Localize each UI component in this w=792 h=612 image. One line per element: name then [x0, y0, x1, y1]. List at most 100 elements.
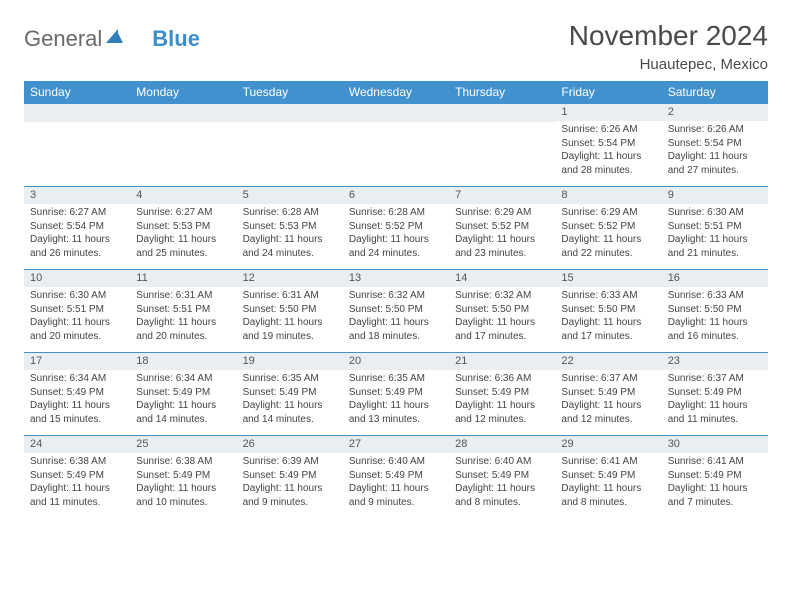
calendar-cell [343, 104, 449, 187]
calendar-cell: 29Sunrise: 6:41 AMSunset: 5:49 PMDayligh… [555, 436, 661, 519]
calendar-cell: 21Sunrise: 6:36 AMSunset: 5:49 PMDayligh… [449, 353, 555, 436]
calendar-cell: 18Sunrise: 6:34 AMSunset: 5:49 PMDayligh… [130, 353, 236, 436]
calendar-cell: 22Sunrise: 6:37 AMSunset: 5:49 PMDayligh… [555, 353, 661, 436]
day-number-empty [343, 104, 449, 122]
calendar-cell: 12Sunrise: 6:31 AMSunset: 5:50 PMDayligh… [237, 270, 343, 353]
day-details: Sunrise: 6:35 AMSunset: 5:49 PMDaylight:… [343, 370, 449, 430]
calendar-week: 3Sunrise: 6:27 AMSunset: 5:54 PMDaylight… [24, 187, 768, 270]
day-number: 21 [449, 353, 555, 370]
day-details: Sunrise: 6:32 AMSunset: 5:50 PMDaylight:… [449, 287, 555, 347]
header: General Blue November 2024 Huautepec, Me… [24, 20, 768, 73]
day-details: Sunrise: 6:33 AMSunset: 5:50 PMDaylight:… [555, 287, 661, 347]
weekday-header: Wednesday [343, 81, 449, 104]
calendar-cell: 13Sunrise: 6:32 AMSunset: 5:50 PMDayligh… [343, 270, 449, 353]
day-number: 10 [24, 270, 130, 287]
calendar-cell: 11Sunrise: 6:31 AMSunset: 5:51 PMDayligh… [130, 270, 236, 353]
day-details: Sunrise: 6:32 AMSunset: 5:50 PMDaylight:… [343, 287, 449, 347]
day-number: 3 [24, 187, 130, 204]
location: Huautepec, Mexico [569, 56, 768, 73]
brand-part2: Blue [152, 26, 200, 52]
day-details: Sunrise: 6:29 AMSunset: 5:52 PMDaylight:… [449, 204, 555, 264]
day-number: 18 [130, 353, 236, 370]
calendar-cell: 27Sunrise: 6:40 AMSunset: 5:49 PMDayligh… [343, 436, 449, 519]
day-details: Sunrise: 6:26 AMSunset: 5:54 PMDaylight:… [555, 121, 661, 181]
day-details: Sunrise: 6:40 AMSunset: 5:49 PMDaylight:… [343, 453, 449, 513]
calendar-table: SundayMondayTuesdayWednesdayThursdayFrid… [24, 81, 768, 518]
calendar-cell: 3Sunrise: 6:27 AMSunset: 5:54 PMDaylight… [24, 187, 130, 270]
day-number: 2 [662, 104, 768, 121]
calendar-cell: 2Sunrise: 6:26 AMSunset: 5:54 PMDaylight… [662, 104, 768, 187]
day-number: 26 [237, 436, 343, 453]
calendar-cell: 26Sunrise: 6:39 AMSunset: 5:49 PMDayligh… [237, 436, 343, 519]
day-details: Sunrise: 6:37 AMSunset: 5:49 PMDaylight:… [555, 370, 661, 430]
calendar-week: 17Sunrise: 6:34 AMSunset: 5:49 PMDayligh… [24, 353, 768, 436]
day-details: Sunrise: 6:31 AMSunset: 5:50 PMDaylight:… [237, 287, 343, 347]
day-number: 7 [449, 187, 555, 204]
calendar-cell: 15Sunrise: 6:33 AMSunset: 5:50 PMDayligh… [555, 270, 661, 353]
day-details: Sunrise: 6:35 AMSunset: 5:49 PMDaylight:… [237, 370, 343, 430]
day-details: Sunrise: 6:41 AMSunset: 5:49 PMDaylight:… [555, 453, 661, 513]
calendar-cell: 30Sunrise: 6:41 AMSunset: 5:49 PMDayligh… [662, 436, 768, 519]
calendar-cell: 17Sunrise: 6:34 AMSunset: 5:49 PMDayligh… [24, 353, 130, 436]
calendar-cell: 6Sunrise: 6:28 AMSunset: 5:52 PMDaylight… [343, 187, 449, 270]
day-details: Sunrise: 6:27 AMSunset: 5:54 PMDaylight:… [24, 204, 130, 264]
weekday-header: Saturday [662, 81, 768, 104]
day-details: Sunrise: 6:27 AMSunset: 5:53 PMDaylight:… [130, 204, 236, 264]
weekday-header: Sunday [24, 81, 130, 104]
weekday-header: Monday [130, 81, 236, 104]
day-number: 1 [555, 104, 661, 121]
day-number: 24 [24, 436, 130, 453]
day-number: 6 [343, 187, 449, 204]
calendar-cell: 4Sunrise: 6:27 AMSunset: 5:53 PMDaylight… [130, 187, 236, 270]
day-number: 23 [662, 353, 768, 370]
calendar-week: 1Sunrise: 6:26 AMSunset: 5:54 PMDaylight… [24, 104, 768, 187]
day-details: Sunrise: 6:28 AMSunset: 5:53 PMDaylight:… [237, 204, 343, 264]
brand-logo: General Blue [24, 20, 200, 52]
day-number: 22 [555, 353, 661, 370]
calendar-cell: 25Sunrise: 6:38 AMSunset: 5:49 PMDayligh… [130, 436, 236, 519]
calendar-cell: 7Sunrise: 6:29 AMSunset: 5:52 PMDaylight… [449, 187, 555, 270]
calendar-cell [237, 104, 343, 187]
day-number: 28 [449, 436, 555, 453]
day-number: 20 [343, 353, 449, 370]
day-number: 14 [449, 270, 555, 287]
day-number-empty [237, 104, 343, 122]
day-details: Sunrise: 6:39 AMSunset: 5:49 PMDaylight:… [237, 453, 343, 513]
day-details: Sunrise: 6:37 AMSunset: 5:49 PMDaylight:… [662, 370, 768, 430]
day-number-empty [24, 104, 130, 122]
day-details: Sunrise: 6:34 AMSunset: 5:49 PMDaylight:… [130, 370, 236, 430]
calendar-cell [449, 104, 555, 187]
day-number: 25 [130, 436, 236, 453]
sail-icon [104, 27, 124, 47]
day-number: 13 [343, 270, 449, 287]
calendar-week: 24Sunrise: 6:38 AMSunset: 5:49 PMDayligh… [24, 436, 768, 519]
day-details: Sunrise: 6:30 AMSunset: 5:51 PMDaylight:… [24, 287, 130, 347]
day-number: 5 [237, 187, 343, 204]
day-details: Sunrise: 6:26 AMSunset: 5:54 PMDaylight:… [662, 121, 768, 181]
calendar-header-row: SundayMondayTuesdayWednesdayThursdayFrid… [24, 81, 768, 104]
brand-part1: General [24, 26, 102, 52]
day-number: 11 [130, 270, 236, 287]
day-number-empty [449, 104, 555, 122]
day-details: Sunrise: 6:38 AMSunset: 5:49 PMDaylight:… [24, 453, 130, 513]
calendar-cell: 8Sunrise: 6:29 AMSunset: 5:52 PMDaylight… [555, 187, 661, 270]
day-details: Sunrise: 6:41 AMSunset: 5:49 PMDaylight:… [662, 453, 768, 513]
day-details: Sunrise: 6:29 AMSunset: 5:52 PMDaylight:… [555, 204, 661, 264]
title-block: November 2024 Huautepec, Mexico [569, 20, 768, 73]
day-details: Sunrise: 6:30 AMSunset: 5:51 PMDaylight:… [662, 204, 768, 264]
day-number: 15 [555, 270, 661, 287]
day-number: 8 [555, 187, 661, 204]
calendar-cell: 9Sunrise: 6:30 AMSunset: 5:51 PMDaylight… [662, 187, 768, 270]
calendar-cell: 5Sunrise: 6:28 AMSunset: 5:53 PMDaylight… [237, 187, 343, 270]
day-details: Sunrise: 6:31 AMSunset: 5:51 PMDaylight:… [130, 287, 236, 347]
day-number-empty [130, 104, 236, 122]
day-details: Sunrise: 6:36 AMSunset: 5:49 PMDaylight:… [449, 370, 555, 430]
calendar-cell [24, 104, 130, 187]
day-number: 19 [237, 353, 343, 370]
page: General Blue November 2024 Huautepec, Me… [0, 0, 792, 536]
day-number: 16 [662, 270, 768, 287]
calendar-cell: 1Sunrise: 6:26 AMSunset: 5:54 PMDaylight… [555, 104, 661, 187]
calendar-cell: 24Sunrise: 6:38 AMSunset: 5:49 PMDayligh… [24, 436, 130, 519]
calendar-week: 10Sunrise: 6:30 AMSunset: 5:51 PMDayligh… [24, 270, 768, 353]
weekday-header: Thursday [449, 81, 555, 104]
